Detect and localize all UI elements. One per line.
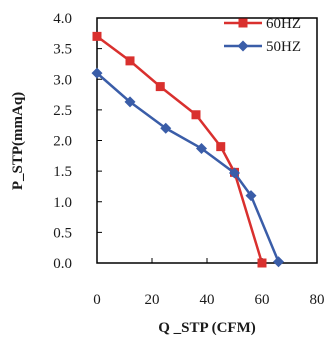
y-tick-label: 0.5 bbox=[53, 225, 72, 241]
y-tick-label: 1.0 bbox=[53, 195, 72, 211]
y-axis-title: P_STP(mmAq) bbox=[10, 92, 26, 190]
x-tick-label: 20 bbox=[145, 292, 160, 308]
x-tick-label: 80 bbox=[310, 292, 325, 308]
series-line bbox=[96, 72, 280, 263]
legend-label: 60HZ bbox=[266, 16, 301, 32]
data-point bbox=[216, 142, 226, 152]
data-point bbox=[196, 142, 207, 154]
series-layer bbox=[91, 31, 284, 268]
legend-item: 50HZ bbox=[224, 39, 301, 55]
legend-item: 60HZ bbox=[224, 16, 301, 32]
data-point bbox=[238, 18, 248, 28]
data-point bbox=[229, 167, 240, 179]
data-point bbox=[237, 40, 249, 52]
y-tick-label: 4.0 bbox=[53, 11, 72, 27]
x-axis-ticks: 0 20 40 60 80 bbox=[93, 258, 325, 308]
x-tick-label: 0 bbox=[93, 292, 101, 308]
data-point bbox=[257, 258, 267, 268]
data-point bbox=[91, 67, 103, 79]
x-tick-label: 40 bbox=[200, 292, 215, 308]
data-point bbox=[125, 56, 135, 66]
data-point bbox=[273, 256, 284, 268]
series-60hz bbox=[92, 31, 267, 268]
series-line bbox=[96, 35, 264, 264]
y-tick-label: 2.0 bbox=[53, 134, 72, 150]
data-point bbox=[245, 190, 257, 202]
data-point bbox=[124, 96, 136, 108]
x-tick-label: 60 bbox=[255, 292, 270, 308]
y-tick-label: 3.0 bbox=[53, 72, 72, 88]
y-axis-ticks: 0.0 0.5 1.0 1.5 2.0 2.5 3.0 3.5 4.0 bbox=[53, 11, 102, 272]
legend-label: 50HZ bbox=[266, 39, 301, 55]
y-tick-label: 1.5 bbox=[53, 164, 72, 180]
data-point bbox=[160, 122, 172, 134]
series-50hz bbox=[91, 67, 284, 268]
y-tick-label: 0.0 bbox=[53, 256, 72, 272]
data-point bbox=[155, 82, 165, 92]
data-point bbox=[191, 110, 201, 120]
legend: 60HZ 50HZ bbox=[224, 16, 301, 55]
x-axis-title: Q _STP (CFM) bbox=[158, 320, 256, 336]
y-tick-label: 2.5 bbox=[53, 103, 72, 119]
data-point bbox=[92, 31, 102, 41]
y-tick-label: 3.5 bbox=[53, 42, 72, 58]
